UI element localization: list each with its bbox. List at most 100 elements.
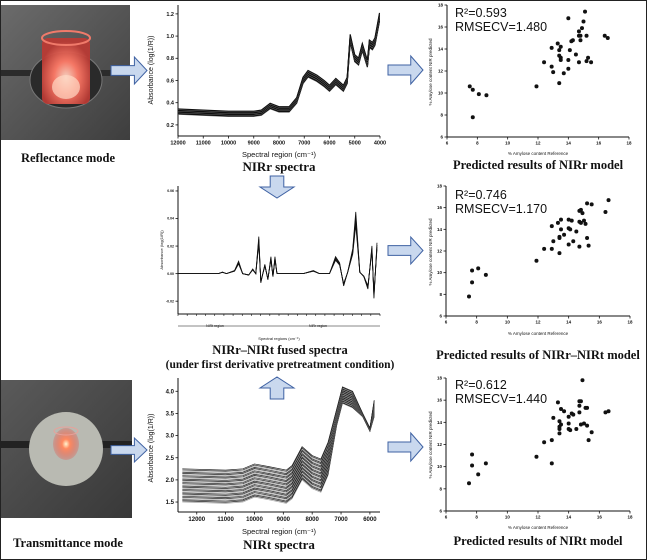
nirr-model-point xyxy=(566,66,571,71)
nirr-model-point xyxy=(467,84,472,89)
nirr-rmsecv: RMSECV=1.480 xyxy=(455,20,547,34)
nirt-x-tick-label: 11000 xyxy=(217,517,234,523)
nirt-model-point xyxy=(577,403,582,408)
fused-model-point xyxy=(559,217,563,222)
nirr-model-point xyxy=(573,52,578,57)
nirt-model-point xyxy=(542,440,547,445)
nirt-model-point xyxy=(585,405,590,410)
fused-model-point xyxy=(542,246,547,251)
nirr-model-y-tick-label: 12 xyxy=(438,69,444,74)
nirt-model-xlabel: % Amylose content Reference xyxy=(508,525,569,530)
nirr-xlabel: Spectral region (cm⁻¹) xyxy=(242,150,316,159)
nirr-model-y-tick-label: 8 xyxy=(440,113,443,118)
fused-model-point xyxy=(606,198,611,203)
nirt-model-point xyxy=(566,414,571,419)
nirr-model-point xyxy=(476,92,481,97)
nirr-model-point xyxy=(566,16,571,21)
nirr-model-point xyxy=(549,45,554,50)
fused-model-point xyxy=(562,232,567,237)
fused-model-point xyxy=(603,210,608,214)
nirr-model-point xyxy=(589,60,594,65)
nirt-y-tick-label: 3.0 xyxy=(166,434,175,440)
nirt-model-point xyxy=(566,421,571,426)
nirr-model-y-tick-label: 6 xyxy=(440,135,443,140)
fused-model-ylabel: % Amylose content NIR predicted xyxy=(428,218,433,286)
fused-title: NIRr–NIRt fused spectra xyxy=(212,343,348,357)
nirt-model-point xyxy=(549,461,554,466)
nirt-model-x-tick-label: 10 xyxy=(505,515,511,520)
fused-model-point xyxy=(549,224,554,229)
fused-model-x-tick-label: 8 xyxy=(475,320,478,325)
fused-model-point xyxy=(555,220,560,225)
fused-model-y-tick-label: 16 xyxy=(437,205,443,210)
nirr-model-point xyxy=(561,71,566,76)
fused-subtitle: (under first derivative pretreatment con… xyxy=(166,359,395,371)
fused-y-tick-label: -0.02 xyxy=(166,299,174,303)
nirt-model-caption: Predicted results of NIRt model xyxy=(454,534,623,548)
fused-r2: R²=0.746 xyxy=(455,188,507,202)
nirr-model-x-tick-label: 16 xyxy=(596,141,602,146)
fused-model-point xyxy=(582,218,586,223)
fused-model-xlabel: % Amylose content Reference xyxy=(508,331,569,336)
fused-model-point xyxy=(476,266,481,271)
nirr-x-tick-label: 12000 xyxy=(170,141,185,147)
nirr-model-point xyxy=(584,59,589,64)
nirt-ylabel: Absorbance (log(1/R)) xyxy=(148,414,155,483)
nirr-model-point xyxy=(555,41,560,46)
nirr-x-tick-label: 9000 xyxy=(248,141,260,147)
fused-model-point xyxy=(589,202,594,207)
nirt-y-tick-label: 4.0 xyxy=(166,389,175,395)
fused-model-y-tick-label: 6 xyxy=(439,314,442,319)
nirt-r2: R²=0.612 xyxy=(455,378,507,392)
nirr-model-point xyxy=(557,81,562,86)
fused-y-tick-label: 0.04 xyxy=(167,217,174,221)
nirr-model-point xyxy=(605,36,610,40)
nirr-model-point xyxy=(470,115,475,120)
nirr-model-x-tick-label: 10 xyxy=(505,141,511,146)
nirr-model-y-tick-label: 10 xyxy=(438,91,444,96)
nirt-model-point xyxy=(483,461,488,466)
nirr-model-x-tick-label: 14 xyxy=(566,141,572,146)
fused-model-point xyxy=(470,280,475,285)
fused-y-tick-label: 0.02 xyxy=(167,244,174,248)
fused-model-y-tick-label: 18 xyxy=(437,184,443,189)
nirr-model-point xyxy=(578,38,583,43)
nirt-rmsecv: RMSECV=1.440 xyxy=(455,392,547,406)
nirt-model-x-tick-label: 12 xyxy=(535,515,541,520)
nirr-model-point xyxy=(557,48,562,53)
nirr-ylabel: Absorbance (log(1/R)) xyxy=(148,36,155,105)
arrow-down-icon xyxy=(258,175,296,199)
fused-model-point xyxy=(470,268,475,273)
nirr-y-tick-label: 1.2 xyxy=(166,12,174,18)
nirt-model-y-tick-label: 8 xyxy=(439,486,442,491)
nirt-model-y-tick-label: 18 xyxy=(437,376,443,381)
fused-y-tick-label: 0.06 xyxy=(167,189,174,193)
nirt-spectrum-line xyxy=(182,386,375,471)
nirr-model-point xyxy=(581,19,586,24)
nirr-model-x-tick-label: 8 xyxy=(476,141,479,146)
nirr-x-tick-label: 10000 xyxy=(221,141,236,147)
nirt-model-point xyxy=(568,428,573,433)
fused-model-point xyxy=(557,251,562,256)
reflectance-photo xyxy=(1,5,130,140)
fused-model-x-tick-label: 12 xyxy=(535,320,541,325)
nirt-model-y-tick-label: 16 xyxy=(437,398,443,403)
nirr-model-point xyxy=(570,38,575,43)
nirr-model-point xyxy=(549,64,554,69)
nirr-x-tick-label: 4000 xyxy=(374,141,386,147)
nirt-title: NIRt spectra xyxy=(243,537,315,552)
nirr-model-point xyxy=(583,9,588,14)
nirr-model-point xyxy=(470,87,475,92)
nirt-model-point xyxy=(557,431,562,436)
nirt-model-point xyxy=(577,410,582,415)
nirt-x-tick-label: 6000 xyxy=(363,517,377,523)
nirt-model-point xyxy=(470,463,475,468)
fused-model-caption: Predicted results of NIRr–NIRt model xyxy=(436,348,640,362)
nirt-x-tick-label: 9000 xyxy=(277,517,291,523)
fused-model-point xyxy=(578,207,583,212)
nirr-model-y-tick-label: 14 xyxy=(438,47,444,52)
fused-model-point xyxy=(566,242,571,247)
nirr-model-point xyxy=(567,48,572,53)
fused-model-point xyxy=(549,246,554,251)
nirt-x-tick-label: 12000 xyxy=(188,517,205,523)
